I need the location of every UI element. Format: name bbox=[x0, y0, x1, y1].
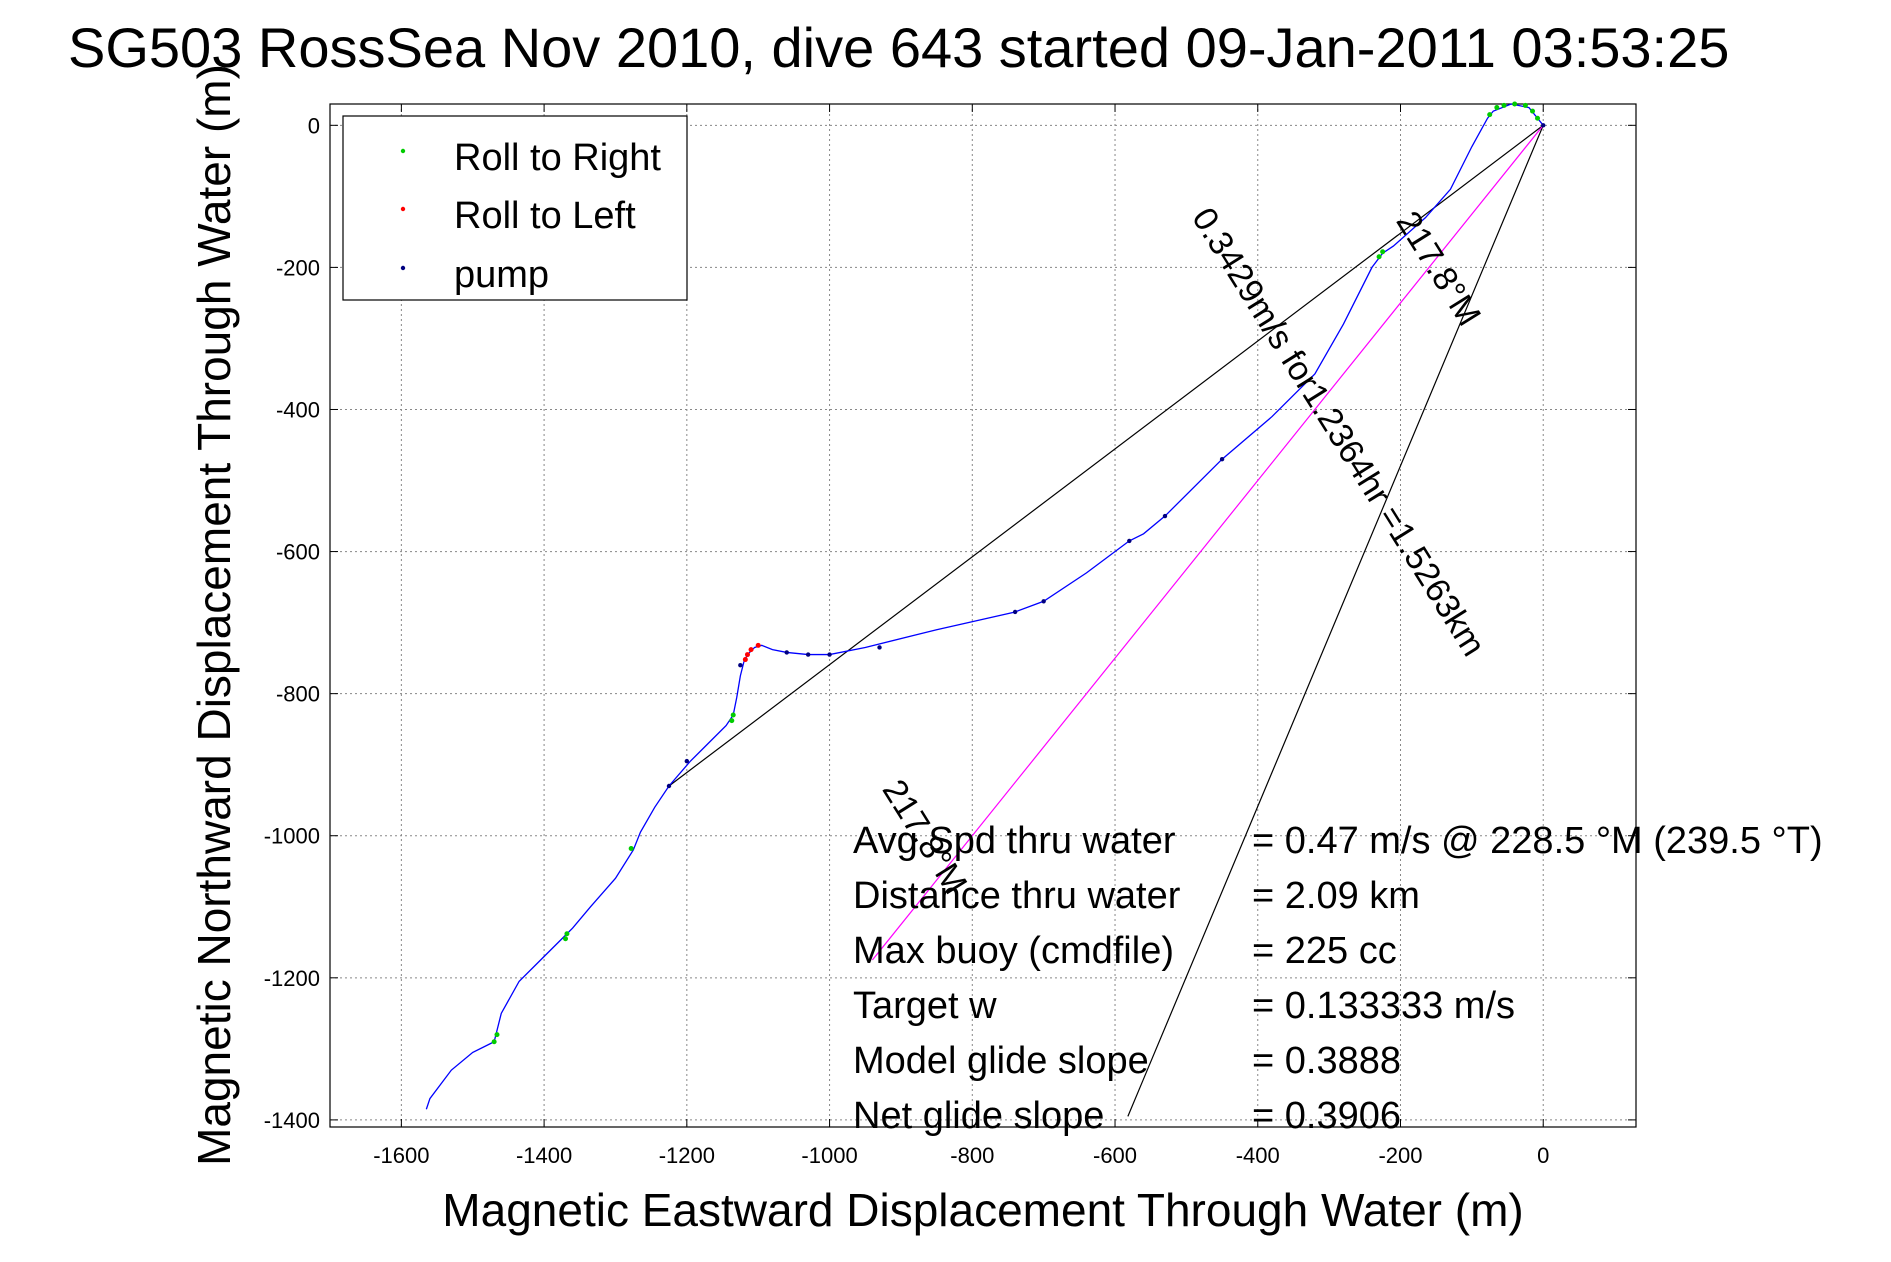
roll-right-point bbox=[1380, 249, 1386, 255]
x-tick-label: -200 bbox=[1378, 1143, 1422, 1168]
roll-right-point bbox=[564, 931, 570, 937]
legend-marker-roll-left bbox=[400, 206, 406, 212]
x-tick-label: -600 bbox=[1093, 1143, 1137, 1168]
x-tick-label: -1000 bbox=[801, 1143, 857, 1168]
x-tick-label: -400 bbox=[1236, 1143, 1280, 1168]
roll-right-point bbox=[1535, 115, 1541, 121]
y-tick-label: -400 bbox=[276, 397, 320, 422]
stat-value-avg-speed: = 0.47 m/s @ 228.5 °M (239.5 °T) bbox=[1252, 820, 1823, 862]
pump-point bbox=[738, 663, 743, 668]
roll-right-point bbox=[563, 936, 569, 942]
y-axis-label: Magnetic Northward Displacement Through … bbox=[188, 64, 240, 1166]
chart-title: SG503 RossSea Nov 2010, dive 643 started… bbox=[68, 16, 1729, 79]
roll-left-point bbox=[744, 652, 750, 658]
pump-point bbox=[877, 645, 882, 650]
roll-left-point bbox=[742, 657, 748, 663]
roll-right-point bbox=[494, 1032, 500, 1038]
legend-label-pump: pump bbox=[454, 254, 549, 296]
stat-value-net-glide: = 0.3906 bbox=[1252, 1095, 1401, 1137]
legend-marker-roll-right bbox=[400, 148, 406, 154]
reference-lines bbox=[668, 124, 1544, 1117]
reference-line bbox=[1127, 125, 1544, 1117]
marker-points bbox=[491, 101, 1546, 1045]
roll-left-point bbox=[748, 647, 754, 653]
y-tick-label: -200 bbox=[276, 255, 320, 280]
pump-point bbox=[1541, 123, 1546, 128]
pump-point bbox=[784, 650, 789, 655]
y-tick-label: -600 bbox=[276, 540, 320, 565]
axis-ticks: -1600 -1400 -1200 -1000 -800 -600 -400 -200 0 0 -2… bbox=[264, 104, 1636, 1168]
stat-value-target-w: = 0.133333 m/s bbox=[1252, 985, 1515, 1027]
roll-right-point bbox=[1522, 102, 1528, 108]
y-tick-label: 0 bbox=[308, 113, 320, 138]
y-tick-label: -800 bbox=[276, 682, 320, 707]
roll-right-point bbox=[1376, 254, 1382, 260]
pump-point bbox=[1127, 538, 1132, 544]
roll-right-point bbox=[1494, 105, 1500, 111]
y-tick-label: -1000 bbox=[264, 824, 320, 849]
roll-right-point bbox=[491, 1039, 497, 1045]
stat-label-max-buoy: Max buoy (cmdfile) bbox=[853, 930, 1174, 972]
stat-value-max-buoy: = 225 cc bbox=[1252, 930, 1397, 972]
x-tick-label: 0 bbox=[1537, 1143, 1549, 1168]
roll-right-point bbox=[729, 718, 735, 724]
y-tick-label: -1400 bbox=[264, 1108, 320, 1133]
legend-label-roll-left: Roll to Left bbox=[454, 195, 636, 237]
legend: Roll to Right Roll to Left pump bbox=[342, 115, 688, 301]
x-tick-label: -1600 bbox=[373, 1143, 429, 1168]
reference-line bbox=[668, 124, 1544, 787]
pump-point bbox=[684, 758, 690, 764]
stat-label-model-glide: Model glide slope bbox=[853, 1040, 1149, 1082]
stat-value-model-glide: = 0.3888 bbox=[1252, 1040, 1401, 1082]
stats-block: Avg Spd thru water = 0.47 m/s @ 228.5 °M… bbox=[853, 820, 1823, 1137]
x-tick-label: -1400 bbox=[516, 1143, 572, 1168]
roll-right-point bbox=[628, 846, 634, 852]
legend-box bbox=[342, 115, 688, 301]
stat-label-avg-speed: Avg Spd thru water bbox=[853, 820, 1176, 862]
pump-point bbox=[827, 652, 832, 657]
roll-right-point bbox=[1501, 102, 1507, 108]
stat-value-distance: = 2.09 km bbox=[1252, 875, 1420, 917]
roll-right-point bbox=[1487, 112, 1493, 118]
track-series bbox=[425, 103, 1544, 1110]
pump-point bbox=[1219, 457, 1225, 462]
reference-line bbox=[871, 124, 1544, 961]
stat-label-distance: Distance thru water bbox=[853, 875, 1181, 917]
pump-point bbox=[1162, 513, 1168, 519]
track-line bbox=[425, 103, 1544, 1110]
stat-label-target-w: Target w bbox=[853, 985, 997, 1027]
x-axis-label: Magnetic Eastward Displacement Through W… bbox=[442, 1184, 1523, 1236]
roll-right-point bbox=[730, 712, 736, 718]
legend-marker-pump bbox=[400, 265, 406, 271]
pump-point bbox=[1041, 599, 1046, 604]
roll-right-point bbox=[1530, 108, 1536, 114]
stat-label-net-glide: Net glide slope bbox=[853, 1095, 1104, 1137]
x-tick-label: -800 bbox=[950, 1143, 994, 1168]
pump-point bbox=[805, 652, 811, 657]
pump-point bbox=[1012, 609, 1018, 615]
roll-left-point bbox=[755, 642, 761, 648]
y-tick-label: -1200 bbox=[264, 966, 320, 991]
roll-right-point bbox=[1512, 101, 1518, 107]
pump-point bbox=[666, 783, 672, 789]
x-tick-label: -1200 bbox=[659, 1143, 715, 1168]
legend-label-roll-right: Roll to Right bbox=[454, 137, 661, 179]
